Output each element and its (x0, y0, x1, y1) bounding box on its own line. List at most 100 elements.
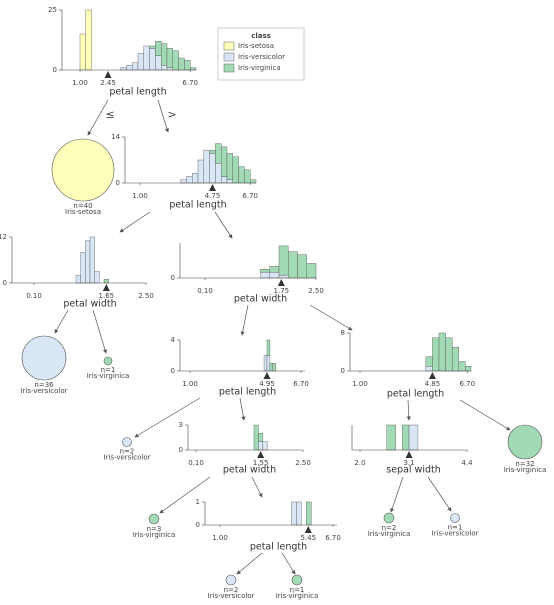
leaf-circle (122, 437, 132, 447)
hist-bar (306, 263, 317, 279)
hist-bar (438, 332, 446, 372)
y-tick-label: 4 (171, 336, 176, 344)
y-tick-label: 0 (171, 367, 175, 375)
split-node: 0 12 0.10 1.65 2.50 petal width (0, 233, 154, 310)
hist-bar (75, 275, 81, 284)
x-tick-label: 2.50 (295, 459, 311, 467)
edge (92, 309, 107, 354)
x-tick-label: 0.10 (188, 459, 204, 467)
hist-bar (79, 33, 86, 71)
leaf-class: Iris-versicolor (431, 530, 478, 538)
feature-label: petal length (387, 389, 444, 400)
leaf-class: Iris-virginica (87, 372, 130, 380)
hist-bar (215, 163, 222, 184)
leaf-circle (21, 335, 67, 381)
edge (239, 397, 246, 421)
hist-bar (103, 278, 109, 284)
split-node: 0 4 1.00 4.95 6.70 petal length (171, 336, 309, 398)
hist-bar (131, 62, 139, 71)
feature-label: petal length (109, 87, 166, 98)
x-tick-label: 1.00 (182, 380, 198, 388)
x-tick-label: 1.00 (132, 192, 148, 200)
x-tick-label: 1.55 (253, 459, 269, 467)
hist-bar (258, 441, 264, 451)
split-node: 0 0.10 1.75 2.50 petal width (171, 243, 324, 305)
split-marker (257, 451, 265, 458)
split-marker (102, 284, 110, 291)
feature-label: petal width (234, 294, 287, 305)
hist-bar (80, 252, 86, 284)
hist-bar (191, 172, 199, 184)
leaf-circle (507, 424, 543, 460)
y-tick-label: 0 (341, 367, 345, 375)
hist-bar (244, 169, 251, 184)
hist-bar (266, 355, 271, 372)
hist-bar (155, 41, 162, 56)
hist-bar (269, 271, 280, 279)
y-tick-label: 25 (48, 6, 57, 14)
legend-label: Iris-virginica (238, 64, 281, 72)
hist-bar (149, 45, 156, 49)
edge (390, 476, 404, 513)
hist-bar (296, 501, 302, 526)
hist-bar (85, 240, 91, 284)
feature-label: sepal width (386, 465, 441, 476)
split-node: 2.0 3.1 4.4 sepal width (351, 424, 473, 476)
x-tick-label: 4.85 (425, 380, 441, 388)
legend-swatch (223, 63, 235, 73)
hist-bar (155, 55, 162, 71)
split-marker (104, 71, 112, 78)
x-tick-label: 4.75 (205, 192, 221, 200)
leaf-circle (383, 512, 395, 524)
y-tick-label: 0 (53, 66, 57, 74)
legend-swatch (223, 52, 235, 62)
hist-bar (126, 64, 133, 71)
leaf-count: n=2 (120, 448, 135, 456)
x-tick-label: 6.70 (325, 534, 341, 542)
y-tick-label: 0 (116, 179, 120, 187)
hist-bar (297, 254, 307, 279)
leaf-circle (148, 513, 160, 525)
hist-bar (143, 45, 150, 71)
feature-label: petal length (219, 387, 276, 398)
leaf-count: n=1 (290, 586, 305, 594)
hist-bar (232, 156, 239, 184)
leaf-circle (291, 574, 303, 586)
hist-bar (215, 143, 222, 164)
leaf-count: n=36 (34, 381, 54, 389)
hist-bar (291, 501, 297, 526)
hist-bar (263, 355, 268, 372)
split-marker (405, 451, 413, 458)
x-tick-label: 1.00 (72, 79, 88, 87)
x-tick-label: 2.50 (138, 292, 154, 300)
hist-bar (386, 424, 396, 451)
hist-bar (220, 146, 228, 177)
leaf-class: Iris-versicolor (103, 454, 150, 462)
y-tick-label: 1 (196, 498, 200, 506)
leaf-count: n=1 (448, 524, 463, 532)
edge (459, 399, 511, 431)
legend-title: class (251, 32, 271, 40)
leaf-class: Iris-versicolor (207, 592, 254, 600)
x-tick-label: 4.4 (461, 459, 473, 467)
leaf-circle (103, 356, 113, 366)
x-tick-label: 6.70 (293, 380, 309, 388)
hist-bar (186, 176, 193, 184)
hist-bar (445, 337, 453, 372)
leaf-class: Iris-setosa (65, 208, 101, 216)
split-marker (304, 526, 312, 533)
x-tick-label: 1.00 (212, 534, 228, 542)
x-tick-label: 3.1 (403, 459, 414, 467)
leaf-class: Iris-versicolor (20, 387, 67, 395)
edge (159, 476, 211, 514)
hist-bar (432, 337, 440, 372)
y-tick-label: 14 (111, 133, 120, 141)
leaf-count: n=40 (73, 202, 92, 210)
hist-bar (288, 251, 298, 279)
y-tick-label: 0 (171, 274, 175, 282)
